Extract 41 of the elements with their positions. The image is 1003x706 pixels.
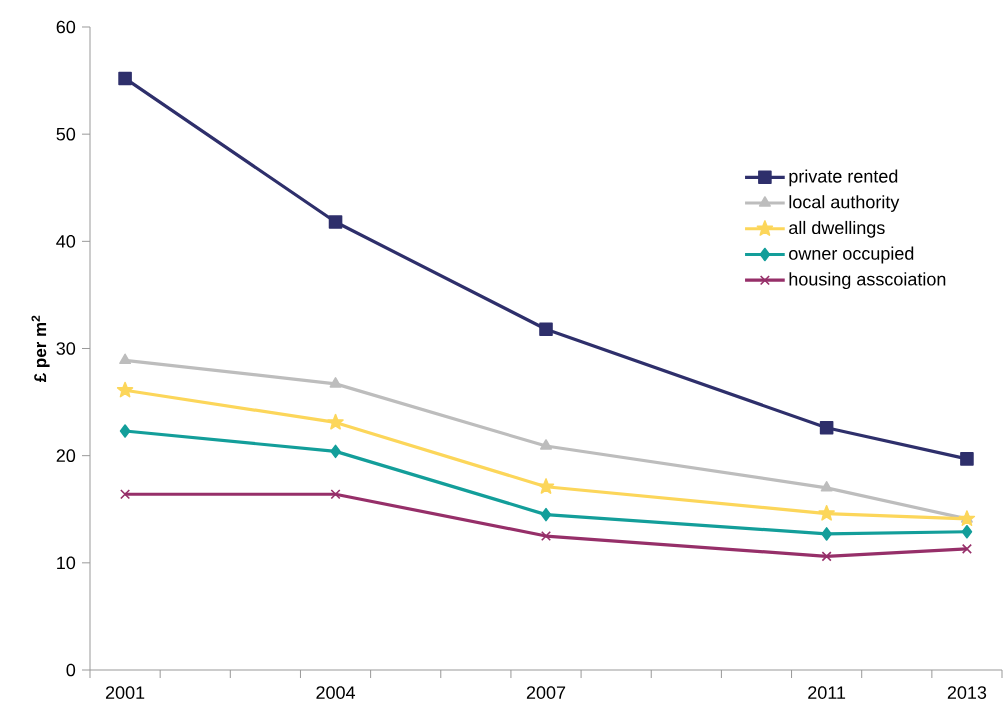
point xyxy=(961,543,972,554)
point xyxy=(118,71,132,86)
x-tick-label: 2004 xyxy=(316,686,356,699)
point xyxy=(537,478,555,494)
x-tick-label: 2007 xyxy=(526,686,566,699)
point xyxy=(540,507,552,522)
y-tick-label: 40 xyxy=(56,234,76,248)
y-tick-label: 0 xyxy=(66,663,76,677)
point xyxy=(960,452,974,466)
point xyxy=(540,439,552,450)
y-tick-label: 10 xyxy=(57,556,76,570)
point xyxy=(330,444,341,459)
legend-label: housing asscoiation xyxy=(789,272,946,290)
point xyxy=(820,481,833,492)
point xyxy=(328,215,343,229)
text: £ per m$^{2}$ xyxy=(31,315,50,383)
y-tick-label: 50 xyxy=(56,127,76,141)
point xyxy=(329,377,342,388)
point xyxy=(821,551,832,562)
legend-label: private rented xyxy=(789,169,898,187)
point xyxy=(327,413,344,430)
y-tick-label: 30 xyxy=(56,342,76,355)
x-tick-label: 2001 xyxy=(105,686,145,699)
point xyxy=(961,524,973,539)
point xyxy=(330,489,341,500)
legend-label: local authority xyxy=(789,195,900,212)
point xyxy=(539,322,553,337)
point xyxy=(119,424,131,438)
x-tick-label: 2011 xyxy=(808,686,846,699)
legend-label: all dwellings xyxy=(789,220,885,238)
point xyxy=(119,353,132,365)
point xyxy=(540,531,552,542)
y-tick-label: 20 xyxy=(56,449,76,463)
legend-label: owner occupied xyxy=(789,246,914,264)
point xyxy=(821,527,832,541)
point xyxy=(120,489,131,500)
point xyxy=(116,381,134,398)
x-tick-label: 2013 xyxy=(947,686,987,699)
y-tick-label: 60 xyxy=(56,20,76,34)
point xyxy=(818,504,835,521)
point xyxy=(819,421,834,435)
